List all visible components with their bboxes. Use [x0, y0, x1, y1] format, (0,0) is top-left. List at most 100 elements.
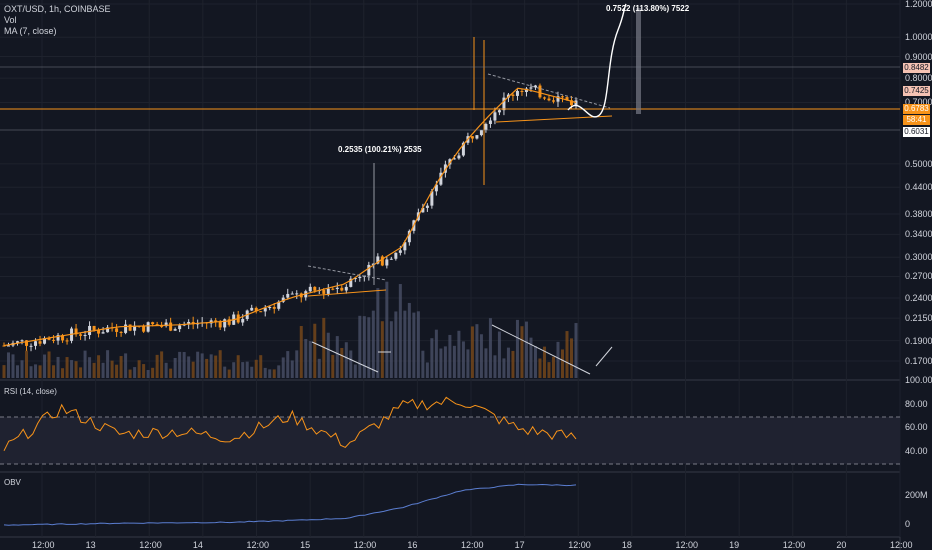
candle-body — [511, 94, 515, 96]
volume-bar — [470, 326, 474, 378]
candle-body — [187, 321, 191, 325]
volume-bar — [110, 360, 114, 378]
volume-bar — [124, 353, 128, 378]
time-tick: 12:00 — [568, 540, 591, 550]
candle-body — [133, 325, 137, 331]
candle-body — [124, 324, 128, 333]
candle-body — [542, 97, 546, 99]
obv-line — [3, 483, 577, 526]
ma-line — [3, 87, 577, 347]
candle-body — [38, 341, 42, 344]
volume-bar — [254, 359, 258, 378]
candle-body — [452, 158, 456, 160]
volume-bar — [313, 323, 317, 378]
volume-bar — [290, 360, 294, 378]
volume-bar — [416, 311, 420, 378]
candle-body — [376, 256, 380, 264]
volume-bar — [34, 364, 38, 378]
candle-body — [529, 87, 533, 89]
price-tick: 0.2700 — [905, 271, 932, 282]
price-tick: 0.1700 — [905, 356, 932, 366]
volume-bar — [187, 356, 191, 378]
volume-bar — [101, 362, 105, 378]
candle-body — [295, 293, 299, 295]
drawings — [0, 3, 900, 375]
volume-bar — [452, 345, 456, 378]
candle-body — [286, 293, 290, 298]
volume-bar — [430, 338, 434, 378]
price-tick: 0.3800 — [905, 209, 932, 220]
ma-legend[interactable]: MA (7, close) — [4, 26, 57, 36]
price-tick: 1.0000 — [905, 32, 932, 43]
volume-bar — [52, 365, 56, 378]
candle-body — [439, 172, 443, 185]
candle-body — [142, 326, 146, 332]
volume-bar — [362, 316, 366, 378]
volume-bar — [70, 360, 74, 378]
rsi-band — [0, 417, 900, 464]
price-tick: 0.7000 — [905, 97, 932, 108]
candle-body — [533, 85, 537, 88]
obv-title[interactable]: OBV — [4, 478, 21, 487]
price-tick: 0.3400 — [905, 229, 932, 240]
candle-body — [92, 325, 96, 330]
candle-body — [430, 191, 434, 206]
volume-bar — [137, 360, 141, 378]
time-tick: 12:00 — [782, 540, 806, 550]
volume-bar — [389, 321, 393, 378]
rsi-tick-80: 80.00 — [905, 399, 928, 409]
candle-body — [281, 297, 285, 302]
rsi-title[interactable]: RSI (14, close) — [4, 387, 57, 396]
price-candles — [2, 37, 578, 352]
volume-bar — [146, 369, 150, 378]
volume-bar — [191, 361, 195, 378]
candle-body — [34, 341, 38, 346]
volume-bar — [128, 369, 132, 378]
price-tick: 0.4400 — [905, 182, 932, 193]
vol-legend[interactable]: Vol — [4, 15, 17, 25]
volume-bar — [425, 362, 429, 378]
time-tick: 17 — [514, 540, 525, 550]
volume-bar — [20, 360, 24, 378]
volume-bar — [565, 331, 569, 378]
volume-bar — [2, 365, 6, 378]
volume-bar — [277, 365, 281, 378]
candle-body — [479, 130, 483, 136]
candle-body — [502, 97, 506, 111]
volume-bar — [119, 356, 123, 378]
volume-bar — [164, 362, 168, 378]
candle-body — [119, 331, 123, 333]
pennant-upper — [487, 73, 611, 109]
obv-tick-200m: 200M — [905, 490, 928, 500]
volume-bar — [173, 357, 177, 378]
current-price-tag: 0.6783 — [903, 104, 930, 114]
candle-body — [290, 293, 294, 295]
price-tick: 0.3000 — [905, 252, 932, 263]
volume-bar — [65, 357, 69, 378]
candle-body — [191, 321, 195, 325]
symbol-title[interactable]: OXT/USD, 1h, COINBASE — [4, 4, 111, 14]
candle-body — [331, 288, 335, 290]
trend-arrow — [491, 324, 591, 375]
candle-body — [272, 306, 276, 309]
volume-bar — [133, 367, 137, 378]
volume-bar — [74, 361, 78, 378]
volume-bar — [466, 349, 470, 378]
volume-bar — [551, 356, 555, 378]
candle-body — [83, 335, 87, 337]
volume-bar — [556, 341, 560, 378]
candle-body — [47, 338, 51, 340]
volume-bar — [443, 346, 447, 378]
volume-bar — [326, 332, 330, 378]
candle-body — [313, 286, 317, 291]
trend-arrow — [311, 341, 379, 373]
rsi-tick-100: 100.00 — [905, 375, 932, 385]
volume-bar — [29, 366, 33, 378]
volume-bar — [340, 347, 344, 378]
candle-body — [560, 96, 564, 98]
price-tick: 0.9000 — [905, 51, 932, 62]
volume-bar — [524, 321, 528, 378]
volume-bar — [484, 348, 488, 378]
volume-bar — [182, 352, 186, 378]
